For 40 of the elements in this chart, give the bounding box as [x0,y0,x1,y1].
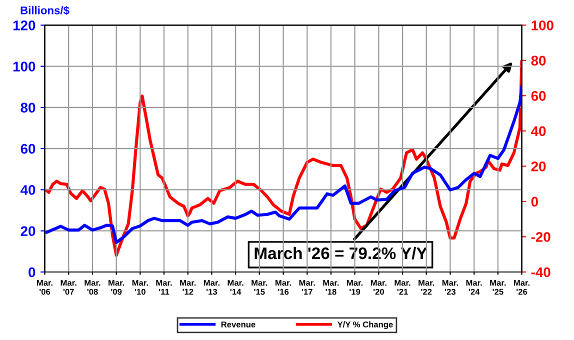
x-tick-label: Mar. '20 [370,280,386,295]
x-tick-label: Mar. '19 [347,280,363,295]
legend-label: Revenue [221,322,256,328]
y2-tick-label: -20 [531,232,550,242]
x-tick-label: Mar. '26 [514,280,530,295]
x-tick-label: Mar. '21 [394,280,410,295]
x-tick-label: Mar. '14 [228,280,244,295]
x-tick-label: Mar. '11 [156,280,172,295]
x-tick-label: Mar. '24 [466,280,482,295]
y2-tick-label: 0 [531,196,538,207]
y2-tick-label: 60 [531,91,546,101]
x-tick-label: Mar. '10 [132,280,148,295]
y2-tick-label: 20 [531,162,546,172]
x-tick-label: Mar. '17 [299,280,315,295]
annotation: March '26 = 79.2% Y/Y [254,246,428,260]
x-tick-label: Mar. '13 [204,280,220,295]
y2-tick-label: 40 [531,126,546,136]
y-tick-label: 120 [13,20,36,30]
y-tick-label: 20 [20,226,36,236]
y2-tick-label: 80 [531,56,546,66]
y-tick-label: 40 [20,185,36,195]
y2-tick-label: -40 [531,267,550,278]
x-tick-label: Mar. '23 [442,280,458,295]
x-tick-label: Mar. '08 [84,280,100,295]
x-tick-label: Mar. '25 [490,280,506,295]
x-tick-label: Mar. '22 [418,280,434,295]
x-tick-label: Mar. '07 [60,280,76,295]
y2-tick-label: 100 [532,20,554,30]
y-axis-title: Billions/$ [20,6,70,16]
y-tick-label: 60 [20,144,36,154]
y-tick-label: 100 [13,62,36,72]
x-tick-label: Mar. '06 [36,280,53,295]
y-tick-label: 0 [28,267,36,278]
x-tick-label: Mar. '15 [252,280,268,295]
x-tick-label: Mar. '16 [276,280,292,295]
x-tick-label: Mar. '18 [323,280,339,295]
x-tick-label: Mar. '12 [180,280,196,295]
x-tick-label: Mar. '09 [108,280,124,295]
y-tick-label: 80 [20,102,36,113]
legend-label: Y/Y % Change [337,321,393,330]
